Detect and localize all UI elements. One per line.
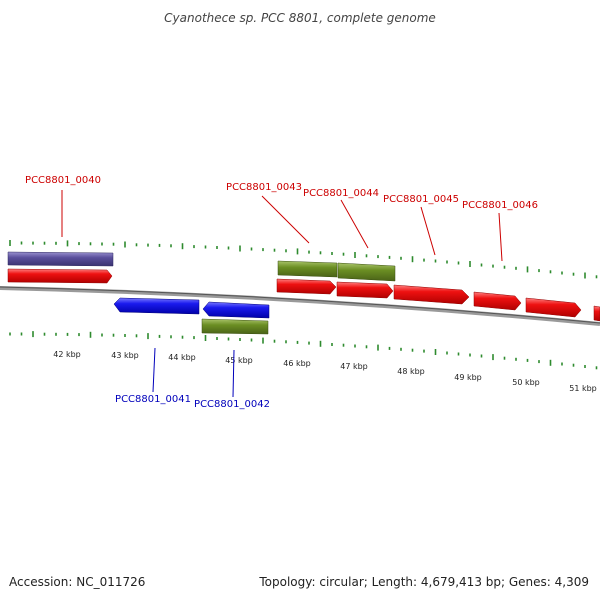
accession-text: Accession: NC_011726: [9, 575, 145, 589]
genome-backbone: [0, 286, 600, 326]
tick-row-top: [9, 240, 598, 279]
gene-pcc8801-0043[interactable]: [276, 278, 337, 295]
map-title: Cyanothece sp. PCC 8801, complete genome: [164, 11, 436, 25]
kbp-label: 51 kbp: [569, 384, 597, 393]
gene-label-pcc8801-0045[interactable]: PCC8801_0045: [383, 194, 459, 205]
purple-feature[interactable]: [7, 251, 114, 267]
gene-label-pcc8801-0046[interactable]: PCC8801_0046: [462, 200, 538, 211]
gene-label-pcc8801-0043[interactable]: PCC8801_0043: [226, 182, 302, 193]
gene-label-pcc8801-0042[interactable]: PCC8801_0042: [194, 399, 270, 410]
gene-label-pcc8801-0040[interactable]: PCC8801_0040: [25, 175, 101, 186]
leader-line: [261, 195, 310, 244]
tick-row-bottom: [9, 331, 598, 370]
kbp-label: 46 kbp: [283, 359, 311, 368]
gene-pcc8801-0041[interactable]: [113, 297, 200, 315]
kbp-label: 47 kbp: [340, 362, 368, 371]
gene-pcc8801-0046[interactable]: [473, 291, 522, 311]
kbp-label: 50 kbp: [512, 378, 540, 387]
kbp-label: 45 kbp: [225, 356, 253, 365]
gene-label-pcc8801-0044[interactable]: PCC8801_0044: [303, 188, 379, 199]
green-feature-lower[interactable]: [201, 318, 269, 335]
kbp-label: 49 kbp: [454, 373, 482, 382]
genome-summary-text: Topology: circular; Length: 4,679,413 bp…: [258, 575, 589, 589]
kbp-label: 48 kbp: [397, 367, 425, 376]
gene-label-pcc8801-0041[interactable]: PCC8801_0041: [115, 394, 191, 405]
green-feature-left[interactable]: [277, 260, 338, 278]
gene-pcc8801-0040[interactable]: [7, 268, 113, 284]
leader-line: [340, 199, 369, 249]
kbp-label: 44 kbp: [168, 353, 196, 362]
leader-line: [232, 349, 235, 398]
gene-red-unlabeled[interactable]: [525, 297, 582, 318]
kbp-label: 43 kbp: [111, 351, 139, 360]
leader-line: [420, 206, 436, 256]
leader-line: [152, 347, 156, 393]
gene-pcc8801-0044[interactable]: [336, 281, 394, 299]
gene-pcc8801-0045[interactable]: [393, 284, 470, 305]
genome-backbone-highlight: [0, 286, 600, 324]
gene-pcc8801-0042[interactable]: [202, 301, 270, 319]
green-feature-right[interactable]: [337, 262, 396, 282]
kbp-label: 42 kbp: [53, 350, 81, 359]
leader-line: [498, 212, 503, 262]
gene-red-edge[interactable]: [593, 305, 600, 322]
